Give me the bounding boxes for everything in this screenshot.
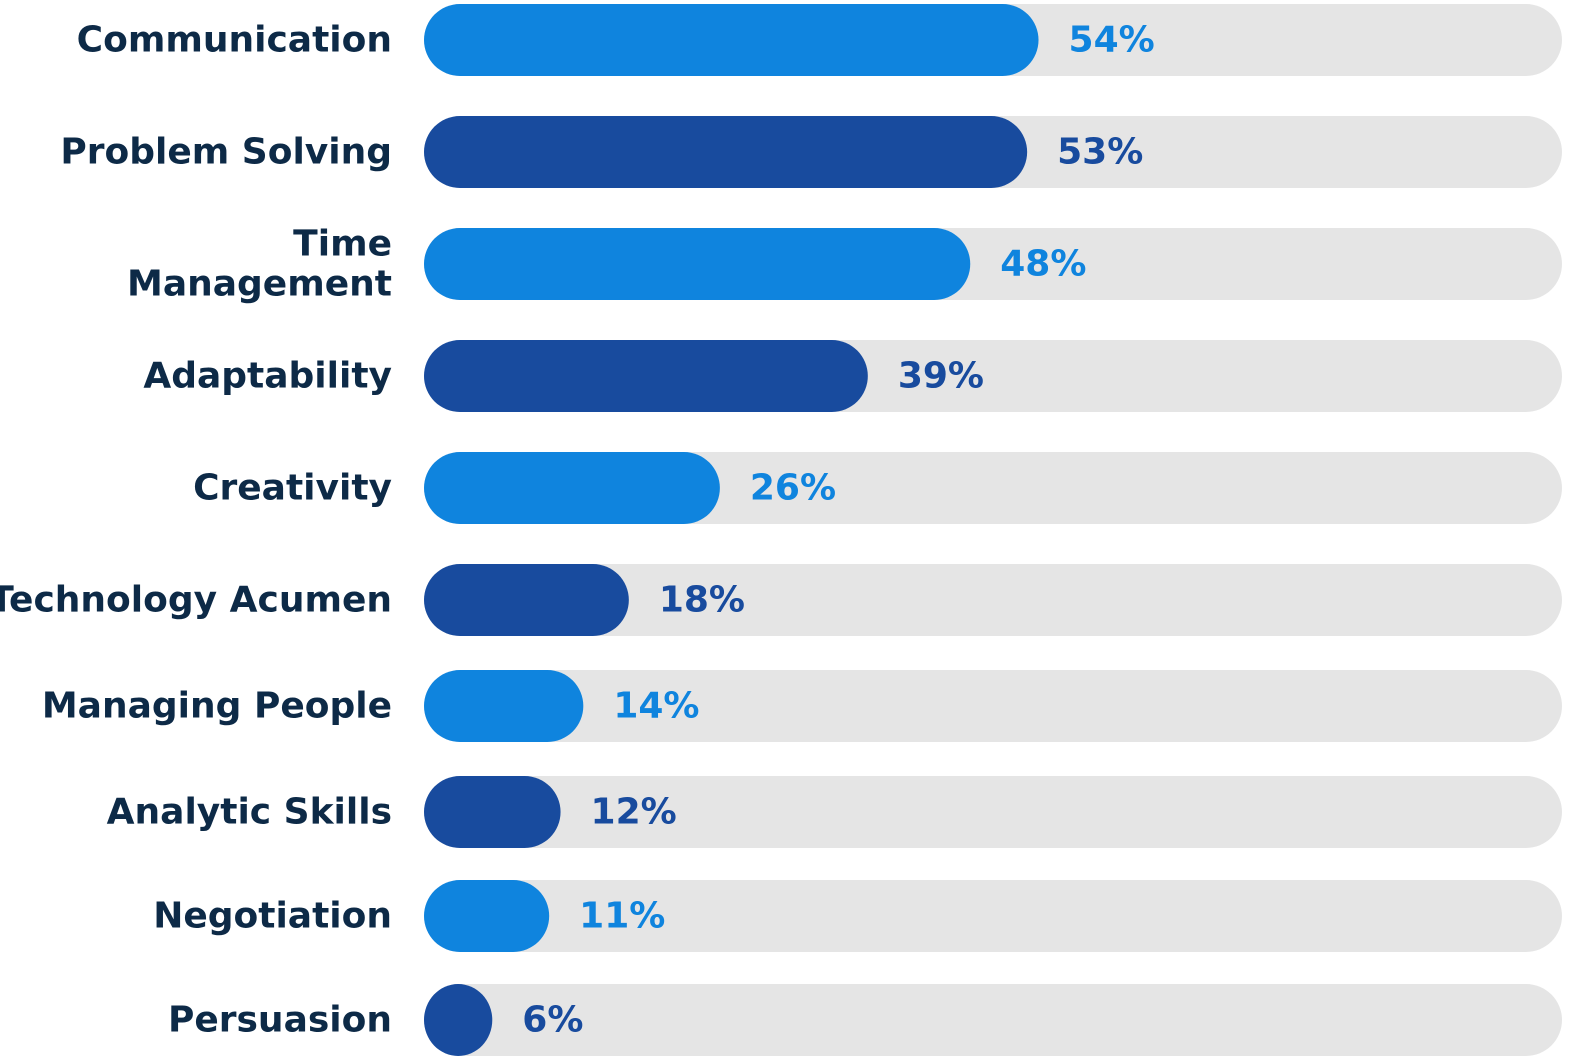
bar-communication xyxy=(424,4,1039,76)
bar-track xyxy=(424,984,1562,1056)
bar-problem-solving xyxy=(424,116,1028,188)
bar-track xyxy=(424,564,1562,636)
bar-row-analytic-skills: 12% Analytic Skills xyxy=(107,776,1562,848)
bar-creativity xyxy=(424,452,720,524)
bar-row-negotiation: 11% Negotiation xyxy=(153,880,1562,952)
value-label: 11% xyxy=(579,896,665,937)
value-label: 48% xyxy=(1000,244,1086,285)
bar-managing-people xyxy=(424,670,584,742)
bar-technology-acumen xyxy=(424,564,629,636)
bar-track xyxy=(424,670,1562,742)
bar-analytic-skills xyxy=(424,776,561,848)
value-label: 12% xyxy=(591,792,677,833)
bar-row-adaptability: 39% Adaptability xyxy=(143,340,1562,412)
category-label: Managing People xyxy=(42,686,392,727)
bar-row-technology-acumen: 18% Technology Acumen xyxy=(0,564,1562,636)
bar-persuasion xyxy=(424,984,493,1056)
category-label: Time xyxy=(293,224,392,265)
bar-row-persuasion: 6% Persuasion xyxy=(168,984,1562,1056)
category-label: Communication xyxy=(77,20,392,61)
value-label: 18% xyxy=(659,580,745,621)
bar-track xyxy=(424,776,1562,848)
bar-row-communication: 54% Communication xyxy=(77,4,1562,76)
category-label: Problem Solving xyxy=(60,132,392,173)
category-label: Negotiation xyxy=(153,896,392,937)
value-label: 53% xyxy=(1057,132,1143,173)
bar-adaptability xyxy=(424,340,868,412)
category-label: Creativity xyxy=(193,468,392,509)
bar-time-management xyxy=(424,228,971,300)
bar-row-problem-solving: 53% Problem Solving xyxy=(60,116,1562,188)
bar-row-managing-people: 14% Managing People xyxy=(42,670,1562,742)
value-label: 54% xyxy=(1069,20,1155,61)
category-label: Persuasion xyxy=(168,1000,392,1041)
value-label: 6% xyxy=(522,1000,583,1041)
bar-negotiation xyxy=(424,880,550,952)
value-label: 26% xyxy=(750,468,836,509)
category-label: Adaptability xyxy=(143,356,392,397)
category-label: Management xyxy=(127,264,392,305)
value-label: 14% xyxy=(613,686,699,727)
bar-row-creativity: 26% Creativity xyxy=(193,452,1562,524)
bar-track xyxy=(424,880,1562,952)
category-label: Technology Acumen xyxy=(0,580,392,621)
category-label: Analytic Skills xyxy=(107,792,392,833)
value-label: 39% xyxy=(898,356,984,397)
